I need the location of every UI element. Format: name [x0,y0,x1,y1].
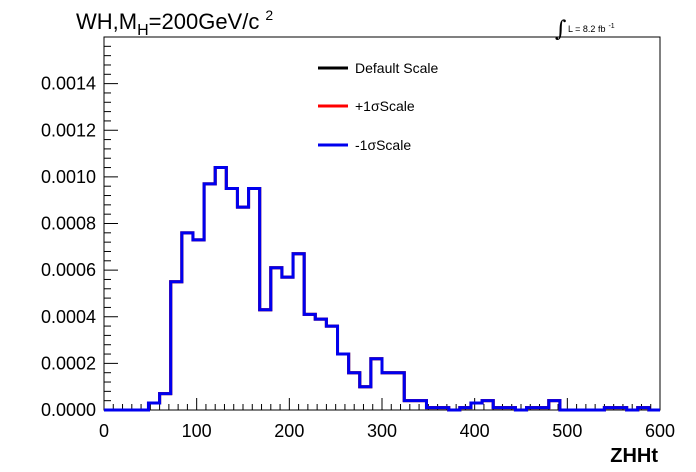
series-line-3 [104,166,660,412]
luminosity-text: L = 8.2 fb [568,24,605,34]
x-tick-label: 400 [460,421,490,441]
y-tick-label: 0.0000 [41,400,96,420]
y-tick-label: 0.0014 [41,74,96,94]
x-tick-label: 200 [274,421,304,441]
y-tick-label: 0.0002 [41,353,96,373]
legend-label: -1σScale [355,137,411,153]
title-main: WH,M [76,9,137,34]
legend-label: Default Scale [355,60,438,76]
x-tick-label: 0 [99,421,109,441]
y-tick-label: 0.0004 [41,307,96,327]
luminosity-integral-sign: ∫ [555,17,567,42]
luminosity-label: L = 8.2 fb -1 [568,23,615,34]
luminosity-superscript: -1 [608,23,614,30]
title-rest: =200GeV/c [149,9,260,34]
legend: Default Scale +1σScale -1σScale [318,60,438,153]
y-tick-label: 0.0008 [41,214,96,234]
y-tick-label: 0.0010 [41,167,96,187]
x-tick-label: 500 [552,421,582,441]
y-tick-label: 0.0012 [41,120,96,140]
x-tick-label: 600 [645,421,675,441]
series-layer [104,166,660,412]
x-axis-title: ZHHt [610,445,658,467]
legend-label: +1σScale [355,98,415,114]
chart-title: WH,MH=200GeV/c 2 [76,7,273,39]
title-superscript: 2 [265,7,273,23]
title-subscript: H [137,22,149,39]
axes-layer: 0 100 200 300 400 500 600 0.0000 0.0002 0.0004 0.0… [41,36,675,441]
x-tick-label: 100 [182,421,212,441]
y-tick-label: 0.0006 [41,260,96,280]
plot-frame [103,36,661,411]
x-tick-label: 300 [367,421,397,441]
